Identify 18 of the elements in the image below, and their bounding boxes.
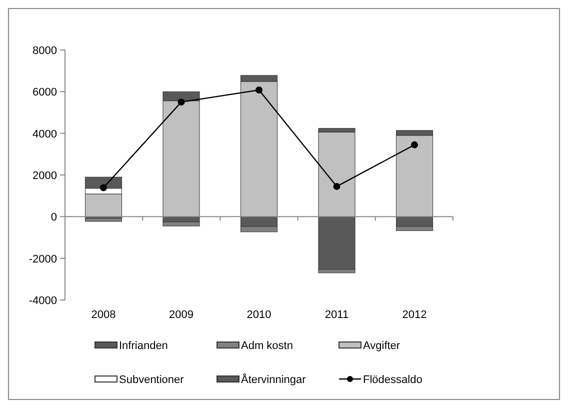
legend-label: Avgifter	[363, 340, 400, 352]
x-tick-label: 2010	[246, 309, 272, 321]
y-tick-label: 4000	[32, 128, 57, 140]
legend-label: Flödessaldo	[363, 374, 422, 386]
x-tick-label: 2008	[91, 309, 116, 321]
legend-label: Adm kostn	[241, 340, 293, 352]
x-tick-label: 2011	[324, 309, 349, 321]
y-tick-label: 2000	[32, 170, 57, 182]
y-tick-label: -2000	[28, 253, 57, 266]
y-tick-label: 8000	[32, 45, 57, 57]
x-tick-label: 2009	[169, 309, 194, 321]
y-tick-label: -4000	[28, 295, 57, 307]
legend-label: Infrianden	[119, 340, 168, 352]
legend-label: Återvinningar	[241, 373, 306, 386]
y-tick-label: 6000	[32, 86, 57, 99]
x-tick-label: 2012	[402, 309, 427, 321]
legend-label: Subventioner	[119, 374, 184, 386]
y-tick-label: 0	[50, 212, 57, 224]
